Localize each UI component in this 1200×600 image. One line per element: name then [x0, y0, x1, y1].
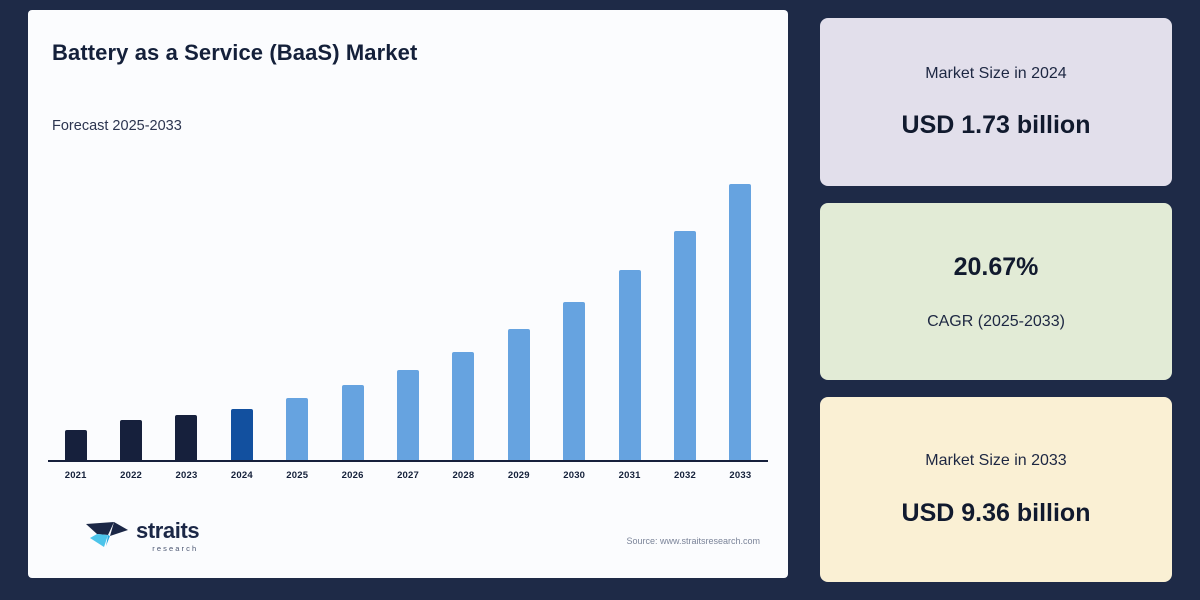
x-tick-label-2026: 2026: [341, 470, 364, 481]
bar-2022[interactable]: [120, 420, 143, 460]
x-tick-slot: 2024: [214, 465, 269, 483]
stat-card-label: Market Size in 2024: [925, 65, 1067, 83]
logo-text: straits research: [136, 517, 200, 553]
x-tick-label-2025: 2025: [286, 470, 309, 481]
chart-subtitle: Forecast 2025-2033: [52, 118, 182, 134]
bar-slot: [547, 160, 602, 460]
logo-tagline: research: [152, 543, 199, 553]
bar-slot: [214, 160, 269, 460]
bar-slot: [491, 160, 546, 460]
x-tick-slot: 2025: [270, 465, 325, 483]
logo-wordmark: straits: [136, 517, 200, 543]
stat-card-value: 20.67%: [953, 252, 1039, 281]
x-tick-slot: 2026: [325, 465, 380, 483]
x-tick-label-2030: 2030: [563, 470, 586, 481]
x-tick-slot: 2028: [436, 465, 491, 483]
bar-slot: [103, 160, 158, 460]
bar-2026[interactable]: [341, 385, 364, 460]
stat-card-1: Market Size in 2024 USD 1.73 billion: [820, 18, 1172, 186]
bar-slot: [602, 160, 657, 460]
source-note: Source: www.straitsresearch.com: [626, 536, 760, 546]
stat-card-label: CAGR (2025-2033): [927, 312, 1065, 330]
bar-2021[interactable]: [64, 430, 87, 460]
bar-slot: [325, 160, 380, 460]
bar-slot: [657, 160, 712, 460]
bar-2032[interactable]: [673, 230, 696, 460]
x-tick-label-2024: 2024: [230, 470, 253, 481]
stat-card-value: USD 1.73 billion: [901, 110, 1091, 139]
x-tick-label-2028: 2028: [452, 470, 475, 481]
bar-2027[interactable]: [397, 370, 420, 460]
bar-slot: [436, 160, 491, 460]
x-tick-slot: 2027: [380, 465, 435, 483]
bar-2031[interactable]: [618, 269, 641, 460]
bar-slot: [713, 160, 768, 460]
bar-2024[interactable]: [230, 408, 253, 460]
bar-series: [48, 160, 768, 460]
straits-research-arrow-mark: [86, 522, 128, 547]
x-axis-line: [48, 459, 768, 462]
x-tick-slot: 2022: [103, 465, 158, 483]
x-tick-label-2033: 2033: [729, 470, 752, 481]
x-tick-label-2032: 2032: [674, 470, 696, 481]
bar-2030[interactable]: [563, 302, 586, 460]
stat-card-list: Market Size in 2024 USD 1.73 billion 20.67…: [820, 18, 1172, 582]
x-tick-slot: 2031: [602, 465, 657, 483]
bar-2023[interactable]: [175, 415, 198, 460]
page-title: Battery as a Service (BaaS) Market: [52, 40, 418, 65]
bar-2025[interactable]: [286, 398, 309, 460]
x-tick-slot: 2021: [48, 465, 103, 483]
x-tick-label-2022: 2022: [120, 470, 143, 481]
bar-chart-plot-area: [48, 150, 768, 462]
x-axis-tick-labels: 2021 2022 2023 2024 2025 2026 2027 2028 2029 2030…: [48, 465, 768, 483]
x-tick-label-2027: 2027: [397, 470, 419, 481]
x-tick-slot: 2033: [713, 465, 768, 483]
bar-2028[interactable]: [452, 351, 475, 460]
x-tick-label-2029: 2029: [507, 470, 530, 481]
bar-2033[interactable]: [729, 184, 752, 460]
stat-card-value: USD 9.36 billion: [901, 499, 1091, 528]
chart-panel: Battery as a Service (BaaS) Market Forec…: [28, 10, 788, 578]
bar-slot: [270, 160, 325, 460]
stat-card-label: Market Size in 2033: [925, 451, 1067, 469]
stat-card-3: Market Size in 2033 USD 9.36 billion: [820, 397, 1172, 582]
bar-slot: [380, 160, 435, 460]
x-tick-slot: 2030: [547, 465, 602, 483]
x-tick-label-2021: 2021: [64, 470, 87, 481]
x-tick-slot: 2029: [491, 465, 546, 483]
bar-slot: [48, 160, 103, 460]
stat-card-2: 20.67% CAGR (2025-2033): [820, 203, 1172, 380]
bar-slot: [159, 160, 214, 460]
x-tick-label-2023: 2023: [175, 470, 198, 481]
x-tick-slot: 2032: [657, 465, 712, 483]
x-tick-slot: 2023: [159, 465, 214, 483]
bar-2029[interactable]: [507, 329, 530, 460]
x-tick-label-2031: 2031: [618, 470, 641, 481]
brand-logo: straits research: [84, 514, 200, 558]
